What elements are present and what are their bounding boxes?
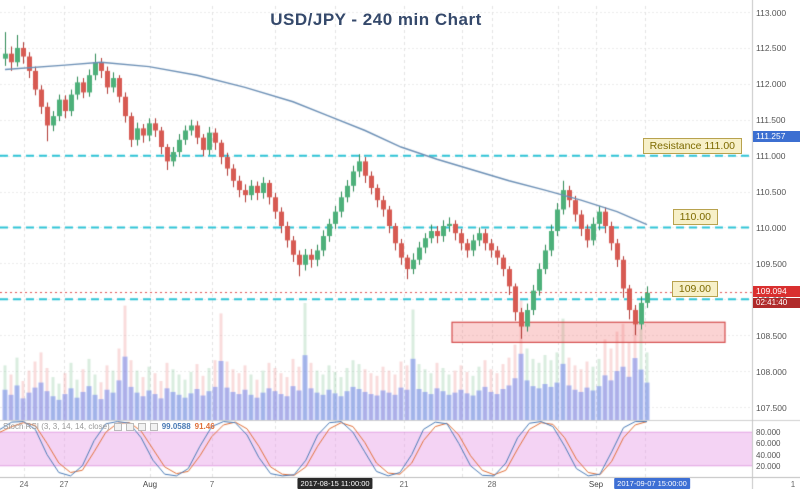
time-tick: 1 [790, 480, 796, 489]
time-tick: 24 [19, 480, 29, 489]
stoch-k-value: 99.0588 [161, 422, 191, 431]
indicator-collapse-icon[interactable] [149, 422, 158, 431]
price-tick: 111.500 [756, 115, 786, 126]
price-tick: 112.500 [756, 43, 787, 54]
time-marker-label: 2017-08-15 11:00:00 [297, 478, 373, 489]
ma-value-badge: 111.257 [753, 131, 800, 143]
last-price-badge: 109.094 [753, 286, 800, 298]
indicator-tick: 80.000 [756, 428, 781, 438]
time-marker-label: 2017-09-07 15:00:00 [614, 478, 690, 489]
indicator-delete-icon[interactable] [137, 422, 146, 431]
price-tick: 110.000 [756, 222, 787, 233]
time-tick: 7 [209, 480, 215, 489]
price-tick: 111.000 [756, 151, 786, 162]
resistance-111-label: Resistance 111.00 [642, 137, 742, 154]
price-tick: 113.000 [756, 7, 787, 18]
indicator-visibility-icon[interactable] [113, 422, 122, 431]
time-tick: 27 [59, 480, 69, 489]
price-tick: 112.000 [756, 79, 787, 90]
indicator-tick: 60.000 [756, 439, 781, 449]
price-tick: 109.500 [756, 258, 787, 269]
time-tick: 28 [487, 480, 497, 489]
time-tick: Aug [142, 480, 158, 489]
indicator-name: Stoch RSI (3, 3, 14, 14, close) [3, 422, 110, 431]
price-tick: 108.500 [756, 330, 787, 341]
price-tick: 107.500 [756, 402, 787, 413]
indicator-tick: 20.000 [756, 461, 781, 471]
time-tick: Sep [588, 480, 604, 489]
chart-title: USD/JPY - 240 min Chart [270, 10, 482, 29]
candle-countdown-badge: 02:41:40 [753, 297, 800, 308]
level-110-label: 110.00 [672, 209, 718, 226]
price-tick: 110.500 [756, 187, 787, 198]
time-tick: 21 [399, 480, 409, 489]
indicator-tick: 40.000 [756, 450, 781, 460]
indicator-settings-icon[interactable] [125, 422, 134, 431]
price-tick: 108.000 [756, 366, 787, 377]
indicator-legend: Stoch RSI (3, 3, 14, 14, close) 99.0588 … [3, 422, 215, 431]
level-109-label: 109.00 [671, 281, 718, 298]
stoch-d-value: 91.46 [194, 422, 215, 431]
